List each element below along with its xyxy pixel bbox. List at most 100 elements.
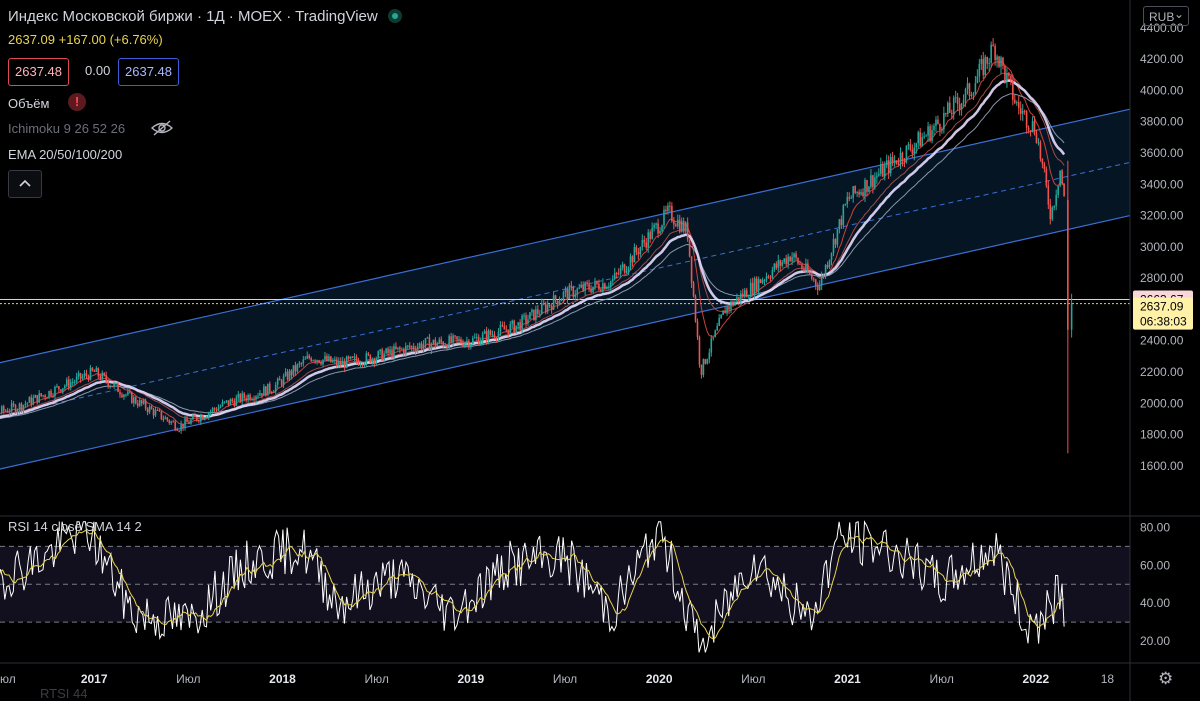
candle-body bbox=[1037, 142, 1040, 144]
candle-body bbox=[77, 373, 80, 377]
candle-body bbox=[1057, 185, 1059, 196]
candle-body bbox=[274, 384, 277, 392]
time-tick-label: Июл bbox=[553, 672, 577, 686]
candle-body bbox=[213, 408, 216, 410]
spread-value: 0.00 bbox=[85, 63, 111, 78]
candle-body bbox=[588, 283, 590, 290]
candle-body bbox=[586, 282, 588, 284]
candle-body bbox=[637, 251, 640, 255]
chart-title: Индекс Московской биржи · 1Д · MOEX · Tr… bbox=[8, 8, 402, 25]
candle-body bbox=[956, 97, 959, 105]
candle-body bbox=[503, 326, 506, 330]
candle-body bbox=[700, 364, 703, 375]
sell-button[interactable]: 2637.48 bbox=[8, 58, 69, 86]
candle-body bbox=[812, 278, 815, 280]
candle-body bbox=[876, 175, 878, 178]
candle-body bbox=[814, 279, 817, 286]
candle-body bbox=[125, 394, 127, 396]
candle-body bbox=[533, 309, 535, 321]
ema-indicator-label[interactable]: EMA 20/50/100/200 bbox=[8, 147, 123, 162]
candle-body bbox=[822, 275, 825, 277]
buy-button[interactable]: 2637.48 bbox=[118, 58, 179, 86]
candle-body bbox=[885, 160, 888, 166]
candle-body bbox=[811, 274, 813, 279]
candle-body bbox=[525, 315, 527, 324]
candle-body bbox=[544, 304, 547, 312]
candle-body bbox=[87, 376, 90, 380]
candle-body bbox=[200, 415, 202, 422]
candle-body bbox=[50, 390, 52, 396]
candle-body bbox=[231, 399, 234, 402]
candle-body bbox=[134, 397, 137, 404]
warning-icon[interactable]: ! bbox=[68, 93, 86, 111]
candle-body bbox=[225, 400, 228, 402]
candle-body bbox=[316, 360, 318, 362]
candle-body bbox=[38, 393, 40, 403]
candle-body bbox=[499, 325, 502, 332]
candle-body bbox=[166, 417, 169, 421]
candle-body bbox=[960, 103, 963, 110]
candle-body bbox=[243, 393, 245, 399]
candle-body bbox=[1053, 205, 1056, 208]
candle-body bbox=[162, 418, 165, 420]
price-tick-label: 4000.00 bbox=[1140, 83, 1184, 97]
candle-body bbox=[473, 337, 476, 339]
candle-body bbox=[1049, 204, 1052, 220]
candle-body bbox=[430, 343, 433, 350]
eye-slash-icon[interactable] bbox=[150, 120, 174, 136]
candle-body bbox=[838, 219, 841, 230]
candle-body bbox=[276, 378, 279, 385]
candle-body bbox=[170, 421, 173, 423]
candle-body bbox=[188, 422, 190, 424]
candle-body bbox=[470, 344, 472, 348]
candle-body bbox=[613, 273, 616, 280]
candle-body bbox=[393, 346, 395, 358]
candle-body bbox=[410, 346, 413, 348]
candle-body bbox=[399, 347, 401, 350]
candle-body bbox=[298, 363, 301, 365]
candle-body bbox=[95, 368, 98, 372]
candle-body bbox=[131, 392, 133, 404]
candle-body bbox=[590, 289, 592, 293]
candle-body bbox=[367, 353, 370, 355]
candle-body bbox=[8, 411, 11, 413]
rsi-tick-label: 40.00 bbox=[1140, 596, 1170, 610]
candle-body bbox=[121, 394, 123, 398]
candle-body bbox=[420, 343, 423, 349]
candle-body bbox=[22, 404, 25, 411]
candle-body bbox=[288, 370, 291, 380]
candle-body bbox=[73, 381, 76, 383]
volume-indicator-label[interactable]: Объём bbox=[8, 96, 50, 111]
ichimoku-indicator-label[interactable]: Ichimoku 9 26 52 26 bbox=[8, 121, 126, 136]
time-tick-label: 2019 bbox=[457, 672, 484, 686]
price-tick-label: 3200.00 bbox=[1140, 209, 1184, 223]
candle-body bbox=[513, 320, 515, 333]
candle-body bbox=[117, 382, 119, 393]
candle-body bbox=[105, 375, 108, 382]
candle-body bbox=[901, 152, 904, 162]
candle-body bbox=[635, 247, 638, 252]
currency-select[interactable]: RUB bbox=[1143, 4, 1189, 26]
candle-body bbox=[466, 340, 468, 344]
candle-body bbox=[964, 88, 967, 100]
rsi-indicator-label[interactable]: RSI 14 close SMA 14 2 bbox=[8, 519, 142, 534]
candle-body bbox=[751, 282, 754, 294]
gear-icon[interactable]: ⚙ bbox=[1158, 669, 1174, 688]
candle-body bbox=[91, 367, 94, 371]
candle-body bbox=[176, 429, 178, 431]
candle-body bbox=[755, 278, 758, 291]
candle-body bbox=[1006, 73, 1008, 82]
candle-body bbox=[552, 295, 555, 310]
candle-body bbox=[584, 282, 586, 291]
candle-body bbox=[52, 395, 54, 397]
candle-body bbox=[493, 334, 496, 338]
candle-body bbox=[412, 346, 415, 350]
candle-body bbox=[1023, 110, 1026, 112]
candle-body bbox=[140, 400, 143, 404]
candle-body bbox=[491, 334, 494, 336]
price-tick-label: 3400.00 bbox=[1140, 177, 1184, 191]
candle-body bbox=[454, 335, 456, 337]
candle-body bbox=[67, 379, 70, 388]
collapse-legend-button[interactable] bbox=[8, 170, 42, 198]
